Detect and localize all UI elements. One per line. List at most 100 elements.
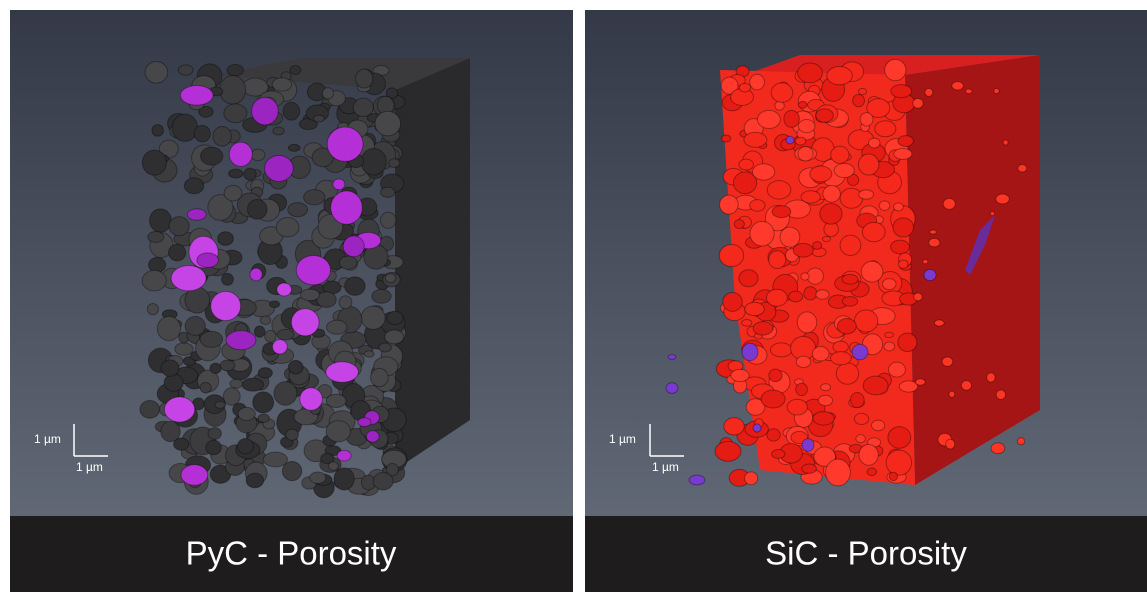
particle: [715, 441, 741, 461]
particle: [721, 135, 730, 142]
particle: [987, 373, 995, 382]
particle: [812, 346, 829, 360]
particle: [150, 209, 172, 232]
particle: [772, 206, 791, 218]
particle: [272, 78, 292, 91]
particle: [753, 164, 775, 180]
particle: [339, 256, 357, 269]
particle: [379, 343, 392, 352]
particle: [734, 220, 744, 229]
particle: [161, 421, 180, 441]
particle: [767, 181, 791, 200]
particle: [250, 268, 262, 281]
particle: [996, 194, 1010, 204]
particle: [157, 316, 180, 340]
particle: [364, 351, 374, 357]
particle: [991, 443, 1005, 454]
scale-label: 1 µm: [609, 432, 636, 446]
particle: [263, 452, 287, 467]
particle: [224, 104, 247, 123]
particle: [274, 382, 297, 406]
particle: [252, 97, 279, 125]
particle: [272, 340, 287, 354]
particle: [273, 127, 284, 135]
particle: [208, 428, 221, 440]
particle: [187, 209, 206, 220]
particle: [795, 137, 806, 145]
particle: [720, 195, 739, 214]
particle: [798, 63, 823, 83]
particle: [952, 82, 964, 90]
particle: [197, 253, 219, 268]
particle: [345, 277, 365, 296]
particle: [820, 204, 842, 225]
particle: [942, 357, 953, 366]
particle: [745, 472, 758, 485]
particle: [823, 186, 840, 203]
particle: [371, 368, 389, 386]
particle: [742, 319, 752, 326]
particle: [750, 74, 765, 90]
particle: [923, 260, 928, 264]
particle: [915, 379, 925, 386]
particle: [185, 317, 205, 336]
particle: [831, 146, 849, 163]
particle: [358, 418, 371, 427]
caption: SiC - Porosity: [765, 535, 967, 572]
particle: [859, 190, 874, 199]
particle: [201, 147, 223, 165]
particle: [343, 236, 364, 257]
particle: [771, 83, 793, 102]
particle: [385, 274, 396, 283]
particle: [899, 381, 917, 392]
particle: [223, 388, 240, 405]
particle: [830, 352, 851, 365]
particle: [224, 185, 242, 201]
particle: [854, 310, 877, 332]
particle: [666, 383, 678, 394]
particle: [856, 435, 866, 443]
particle: [291, 309, 319, 336]
particle: [171, 266, 206, 291]
particle: [322, 88, 333, 100]
particle: [913, 98, 924, 108]
particle: [789, 291, 803, 302]
particle: [253, 392, 274, 413]
particle: [750, 200, 765, 212]
particle: [226, 331, 256, 350]
particle: [739, 159, 754, 170]
particle: [326, 394, 346, 408]
particle: [689, 475, 705, 485]
particle: [356, 69, 373, 88]
particle: [891, 85, 912, 98]
particle: [218, 232, 234, 246]
particle: [739, 83, 750, 92]
particle: [380, 212, 395, 228]
particle: [333, 179, 345, 190]
particle: [337, 450, 351, 461]
particle: [784, 110, 799, 127]
particle: [296, 255, 330, 284]
particle: [994, 88, 999, 93]
particle: [380, 187, 395, 197]
particle: [854, 413, 868, 424]
particle: [769, 251, 786, 269]
particle: [787, 399, 807, 415]
particle: [220, 76, 246, 105]
particle: [310, 472, 326, 483]
particle: [220, 360, 235, 371]
particle: [745, 302, 765, 315]
particle: [872, 420, 885, 431]
particle: [181, 465, 208, 486]
particle: [879, 201, 890, 210]
particle: [175, 343, 193, 355]
particle: [889, 472, 897, 480]
particle: [875, 121, 896, 137]
particle: [277, 329, 294, 339]
particle: [211, 291, 241, 320]
particle: [283, 102, 300, 120]
particle: [925, 88, 933, 96]
particle: [260, 316, 271, 325]
particle: [222, 273, 234, 285]
particle: [965, 89, 972, 94]
